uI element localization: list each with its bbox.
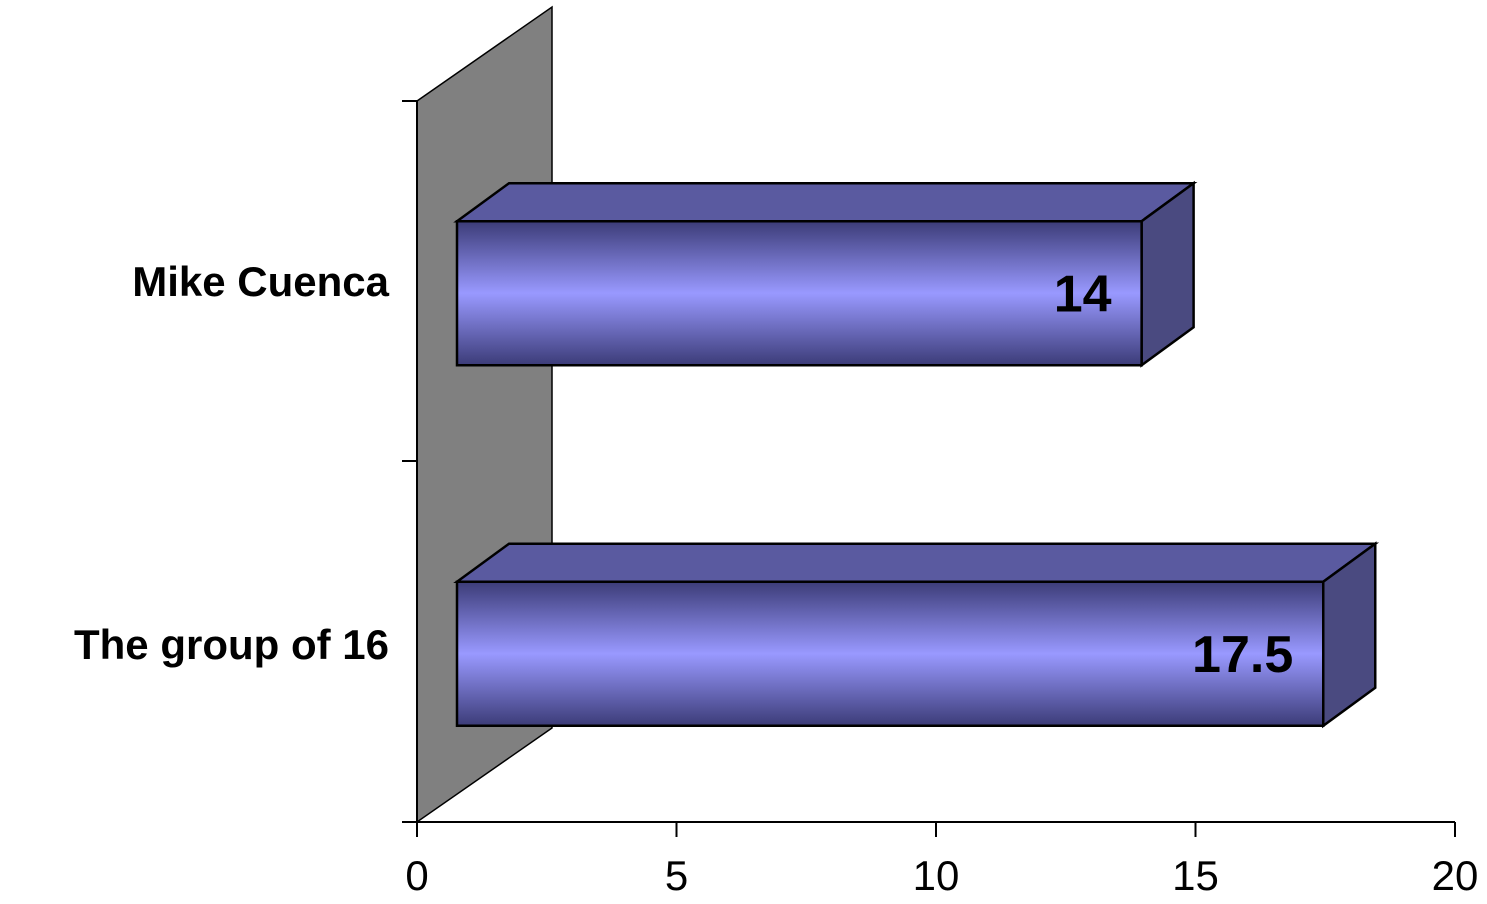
bar-front-face (455, 580, 1325, 727)
x-tick-label: 20 (1432, 852, 1479, 899)
x-axis-ticks: 0 5 10 15 20 (405, 822, 1478, 899)
bar-1: 17.5 (453, 541, 1380, 729)
x-tick-label: 10 (913, 852, 960, 899)
data-label: 14 (1054, 265, 1112, 323)
category-label-group-of-16: The group of 16 (74, 621, 389, 668)
x-tick-label: 15 (1172, 852, 1219, 899)
bar-top-face (453, 182, 1198, 223)
bar-0: 14 (453, 180, 1198, 368)
x-tick-label: 5 (665, 852, 688, 899)
bar-front-face (455, 220, 1143, 367)
data-label: 17.5 (1192, 626, 1293, 684)
category-label-mike-cuenca: Mike Cuenca (132, 258, 389, 305)
bars: 14 17.5 (453, 180, 1380, 729)
bar-top-face (453, 542, 1380, 583)
x-tick-label: 0 (405, 852, 428, 899)
